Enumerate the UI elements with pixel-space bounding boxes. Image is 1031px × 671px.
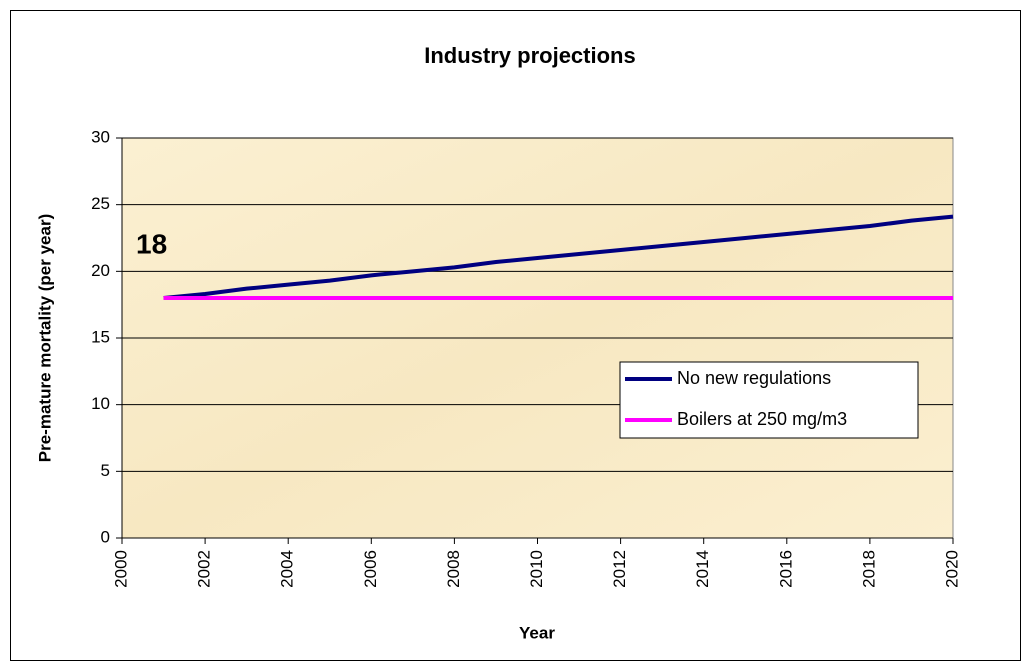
x-tick-label: 2012 (610, 550, 629, 588)
annotation: 18 (136, 228, 167, 259)
x-tick-label: 2020 (942, 550, 961, 588)
y-tick-label: 20 (91, 261, 110, 280)
x-tick-label: 2016 (776, 550, 795, 588)
legend-box (619, 361, 919, 439)
x-tick-label: 2006 (361, 550, 380, 588)
x-tick-label: 2000 (111, 550, 130, 588)
x-tick-label: 2002 (195, 550, 214, 588)
y-axis-label: Pre-mature mortality (per year) (35, 214, 54, 462)
x-tick-label: 2008 (444, 550, 463, 588)
y-tick-label: 15 (91, 327, 110, 346)
y-tick-label: 0 (101, 527, 110, 546)
y-tick-label: 30 (91, 127, 110, 146)
plot-layer: 0 5 10 15 20 25 30 2000 2002 2004 2006 2008 2010 2012… (91, 127, 961, 587)
x-tick-label: 2010 (527, 550, 546, 588)
legend: No new regulations Boilers at 250 mg/m3 (619, 361, 919, 439)
x-tick-label: 2018 (859, 550, 878, 588)
y-tick-label: 25 (91, 194, 110, 213)
x-axis-label: Year (519, 623, 555, 642)
chart-title: Industry projections (424, 43, 635, 68)
legend-label: No new regulations (677, 368, 831, 388)
y-tick-label: 5 (101, 461, 110, 480)
x-tick-label: 2014 (693, 550, 712, 588)
y-tick-label: 10 (91, 394, 110, 413)
legend-label: Boilers at 250 mg/m3 (677, 409, 847, 429)
x-tick-label: 2004 (278, 550, 297, 588)
series-line (163, 214, 954, 300)
